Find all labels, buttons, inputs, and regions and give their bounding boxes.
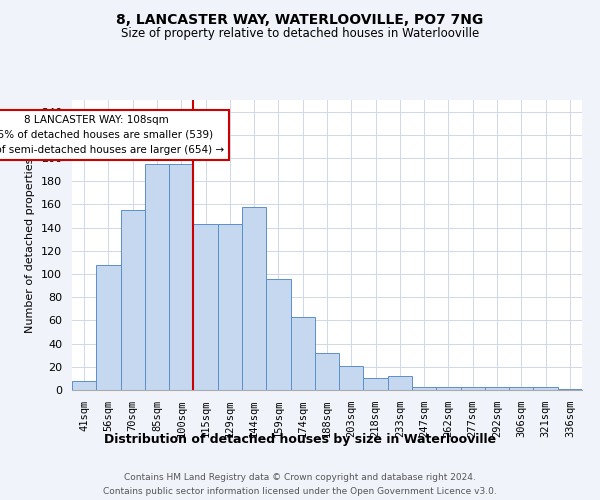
Bar <box>290 317 315 390</box>
Y-axis label: Number of detached properties: Number of detached properties <box>25 158 35 332</box>
Bar <box>72 380 96 390</box>
Bar <box>412 386 436 390</box>
Text: Contains HM Land Registry data © Crown copyright and database right 2024.: Contains HM Land Registry data © Crown c… <box>124 472 476 482</box>
Bar <box>388 376 412 390</box>
Bar <box>315 353 339 390</box>
Text: Size of property relative to detached houses in Waterlooville: Size of property relative to detached ho… <box>121 28 479 40</box>
Bar <box>558 389 582 390</box>
Bar <box>339 366 364 390</box>
Bar <box>169 164 193 390</box>
Bar <box>145 164 169 390</box>
Bar <box>266 278 290 390</box>
Bar <box>436 386 461 390</box>
Bar <box>509 386 533 390</box>
Bar <box>218 224 242 390</box>
Text: 8 LANCASTER WAY: 108sqm
← 45% of detached houses are smaller (539)
54% of semi-d: 8 LANCASTER WAY: 108sqm ← 45% of detache… <box>0 115 224 154</box>
Bar <box>485 386 509 390</box>
Bar <box>193 224 218 390</box>
Bar <box>364 378 388 390</box>
Text: Contains public sector information licensed under the Open Government Licence v3: Contains public sector information licen… <box>103 488 497 496</box>
Bar <box>121 210 145 390</box>
Text: 8, LANCASTER WAY, WATERLOOVILLE, PO7 7NG: 8, LANCASTER WAY, WATERLOOVILLE, PO7 7NG <box>116 12 484 26</box>
Bar <box>461 386 485 390</box>
Text: Distribution of detached houses by size in Waterlooville: Distribution of detached houses by size … <box>104 432 496 446</box>
Bar <box>96 264 121 390</box>
Bar <box>242 206 266 390</box>
Bar <box>533 386 558 390</box>
